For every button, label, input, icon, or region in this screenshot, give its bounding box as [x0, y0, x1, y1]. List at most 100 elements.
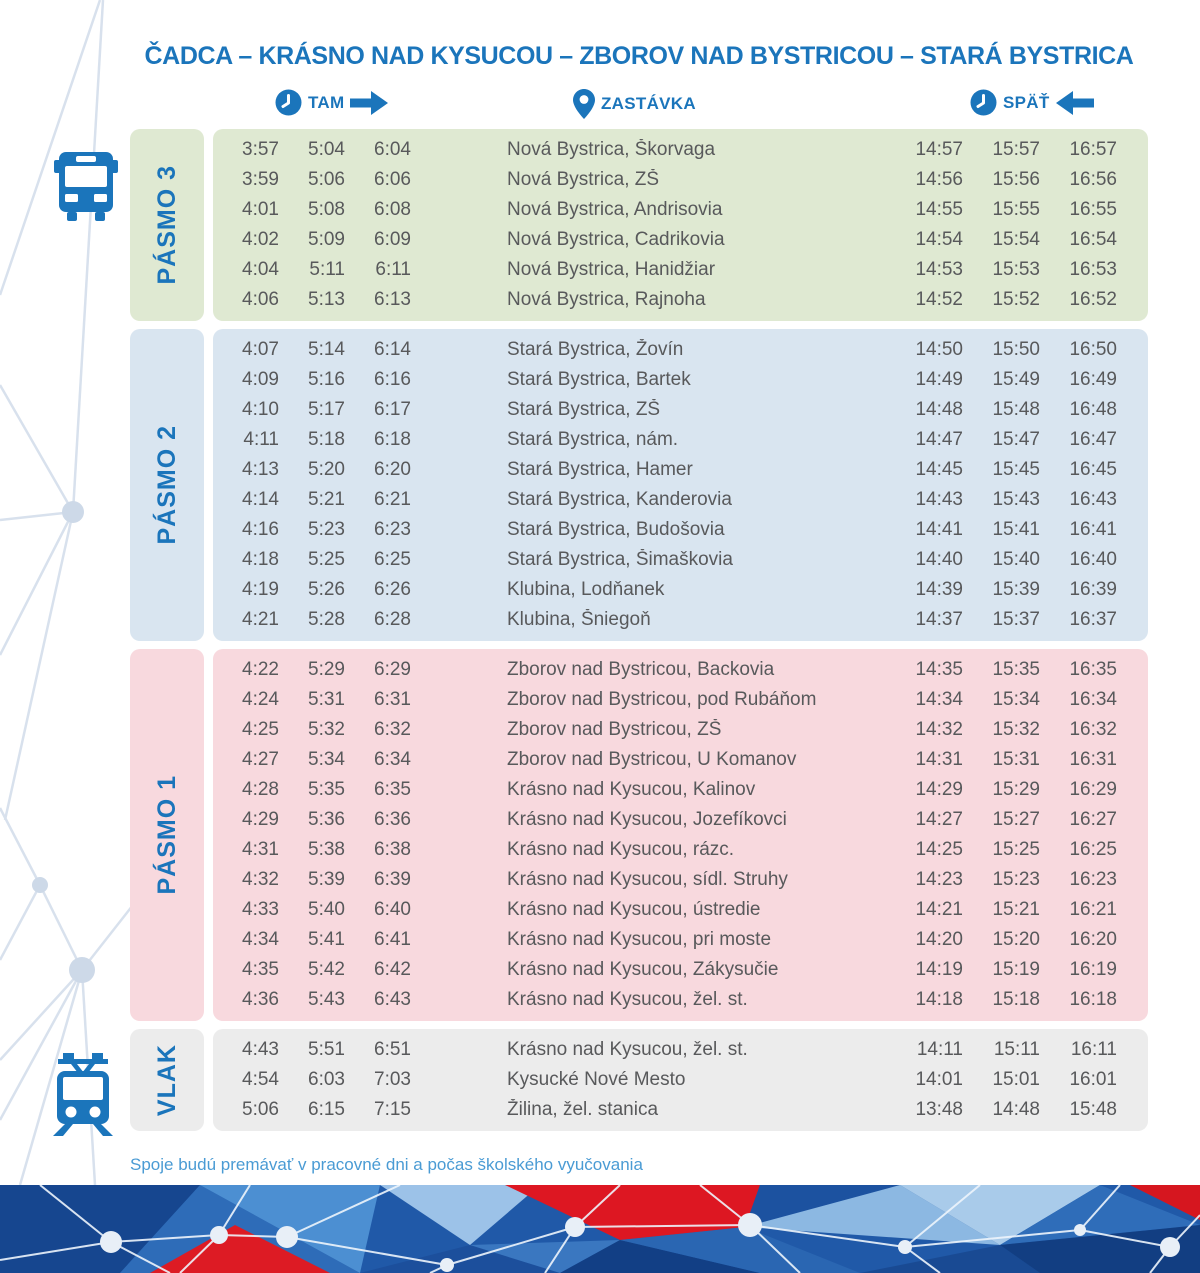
- tam-time: 6:14: [374, 339, 411, 360]
- spat-time: 14:39: [915, 579, 963, 600]
- tam-time: 6:32: [374, 719, 411, 740]
- spat-time: 16:39: [1069, 579, 1117, 600]
- tam-time: 6:17: [374, 399, 411, 420]
- timetable-row: 4:04 5:11 6:11 Nová Bystrica, Hanidžiar …: [213, 255, 1117, 285]
- tam-time: 4:32: [242, 869, 279, 890]
- tam-time: 3:59: [242, 169, 279, 190]
- spat-time: 15:48: [992, 399, 1040, 420]
- tam-time: 5:28: [308, 609, 345, 630]
- tam-time: 4:10: [242, 399, 279, 420]
- spat-time: 16:34: [1069, 689, 1117, 710]
- tam-time: 4:35: [242, 959, 279, 980]
- spat-time: 16:49: [1069, 369, 1117, 390]
- tam-time: 6:25: [374, 549, 411, 570]
- spat-time: 14:20: [915, 929, 963, 950]
- tam-time: 6:35: [374, 779, 411, 800]
- spat-time: 15:43: [992, 489, 1040, 510]
- timetable-row: 4:25 5:32 6:32 Zborov nad Bystricou, ZŠ …: [213, 715, 1117, 745]
- tam-time: 6:38: [374, 839, 411, 860]
- tam-time: 5:51: [308, 1039, 345, 1060]
- tam-time: 6:18: [374, 429, 411, 450]
- section-vlak: VLAK 4:43 5:51 6:51 Krásno nad Kysucou, …: [130, 1029, 1148, 1131]
- zone-label-vlak: VLAK: [152, 1043, 181, 1117]
- timetable-row: 4:29 5:36 6:36 Krásno nad Kysucou, Jozef…: [213, 805, 1117, 835]
- spat-time: 15:56: [992, 169, 1040, 190]
- spat-time: 15:55: [992, 199, 1040, 220]
- stop-name: Nová Bystrica, ZŠ: [507, 169, 660, 190]
- tam-time: 6:03: [308, 1069, 345, 1090]
- spat-time: 16:40: [1069, 549, 1117, 570]
- timetable-row: 4:06 5:13 6:13 Nová Bystrica, Rajnoha 14…: [213, 285, 1117, 315]
- arrow-left-icon: [1055, 90, 1094, 115]
- timetable-row: 4:14 5:21 6:21 Stará Bystrica, Kanderovi…: [213, 485, 1117, 515]
- section-pasmo-3: PÁSMO 3 3:57 5:04 6:04 Nová Bystrica, Šk…: [130, 129, 1148, 321]
- tam-time: 4:19: [242, 579, 279, 600]
- tam-time: 4:01: [242, 199, 279, 220]
- tam-time: 5:35: [308, 779, 345, 800]
- timetable-row: 4:16 5:23 6:23 Stará Bystrica, Budošovia…: [213, 515, 1117, 545]
- spat-time: 14:19: [915, 959, 963, 980]
- clock-icon: [275, 89, 302, 116]
- tam-time: 6:11: [375, 259, 411, 280]
- spat-time: 14:48: [992, 1099, 1040, 1120]
- spat-time: 16:25: [1069, 839, 1117, 860]
- spat-time: 14:35: [915, 659, 963, 680]
- spat-time: 16:31: [1069, 749, 1117, 770]
- spat-time: 14:40: [915, 549, 963, 570]
- tam-time: 7:15: [374, 1099, 411, 1120]
- zone-body-pasmo-1: 4:22 5:29 6:29 Zborov nad Bystricou, Bac…: [213, 649, 1148, 1021]
- tam-time: 5:11: [309, 259, 345, 280]
- tam-header: TAM: [275, 89, 389, 116]
- stop-name: Stará Bystrica, Bartek: [507, 369, 691, 390]
- stop-name: Nová Bystrica, Cadrikovia: [507, 229, 725, 250]
- tam-time: 4:25: [242, 719, 279, 740]
- spat-time: 16:19: [1069, 959, 1117, 980]
- timetable-row: 4:54 6:03 7:03 Kysucké Nové Mesto 14:01 …: [213, 1065, 1117, 1095]
- tam-time: 6:29: [374, 659, 411, 680]
- tam-time: 4:13: [242, 459, 279, 480]
- tam-time: 5:39: [308, 869, 345, 890]
- spat-time: 15:19: [992, 959, 1040, 980]
- spat-time: 14:29: [915, 779, 963, 800]
- footer-note: Spoje budú premávať v pracovné dni a poč…: [130, 1155, 643, 1174]
- page-title: ČADCA – KRÁSNO NAD KYSUCOU – ZBOROV NAD …: [144, 42, 1134, 70]
- tam-time: 5:43: [308, 989, 345, 1010]
- spat-time: 16:01: [1069, 1069, 1117, 1090]
- stop-name: Stará Bystrica, Budošovia: [507, 519, 725, 540]
- spat-time: 16:48: [1069, 399, 1117, 420]
- tam-time: 6:31: [374, 689, 411, 710]
- spat-time: 14:57: [915, 139, 963, 160]
- tam-time: 5:38: [308, 839, 345, 860]
- spat-time: 16:57: [1069, 139, 1117, 160]
- stop-name: Zborov nad Bystricou, Backovia: [507, 659, 775, 680]
- tam-time: 4:43: [242, 1039, 279, 1060]
- timetable-row: 4:22 5:29 6:29 Zborov nad Bystricou, Bac…: [213, 655, 1117, 685]
- tam-time: 4:29: [242, 809, 279, 830]
- timetable-row: 4:02 5:09 6:09 Nová Bystrica, Cadrikovia…: [213, 225, 1117, 255]
- spat-time: 14:43: [915, 489, 963, 510]
- spat-time: 14:49: [915, 369, 963, 390]
- zone-body-vlak: 4:43 5:51 6:51 Krásno nad Kysucou, žel. …: [213, 1029, 1148, 1131]
- spat-time: 16:27: [1069, 809, 1117, 830]
- zone-label-pasmo-3: PÁSMO 3: [152, 165, 181, 285]
- spat-time: 15:32: [992, 719, 1040, 740]
- stop-name: Klubina, Lodňanek: [507, 579, 665, 600]
- tam-time: 4:34: [242, 929, 279, 950]
- tam-time: 6:09: [374, 229, 411, 250]
- spat-time: 15:40: [992, 549, 1040, 570]
- spat-time: 15:54: [992, 229, 1040, 250]
- spat-time: 15:01: [992, 1069, 1040, 1090]
- stop-name: Stará Bystrica, Hamer: [507, 459, 693, 480]
- stop-name: Krásno nad Kysucou, rázc.: [507, 839, 735, 860]
- tam-time: 4:54: [242, 1069, 279, 1090]
- timetable-row: 4:10 5:17 6:17 Stará Bystrica, ZŠ 14:48 …: [213, 395, 1117, 425]
- tam-time: 5:17: [308, 399, 345, 420]
- timetable-row: 4:34 5:41 6:41 Krásno nad Kysucou, pri m…: [213, 925, 1117, 955]
- arrow-right-icon: [350, 90, 389, 115]
- tam-time: 6:40: [374, 899, 411, 920]
- zone-body-pasmo-2: 4:07 5:14 6:14 Stará Bystrica, Žovín 14:…: [213, 329, 1148, 641]
- timetable-row: 4:35 5:42 6:42 Krásno nad Kysucou, Zákys…: [213, 955, 1117, 985]
- timetable-row: 4:43 5:51 6:51 Krásno nad Kysucou, žel. …: [213, 1035, 1117, 1065]
- spat-time: 14:54: [915, 229, 963, 250]
- stop-name: Zborov nad Bystricou, U Komanov: [507, 749, 797, 770]
